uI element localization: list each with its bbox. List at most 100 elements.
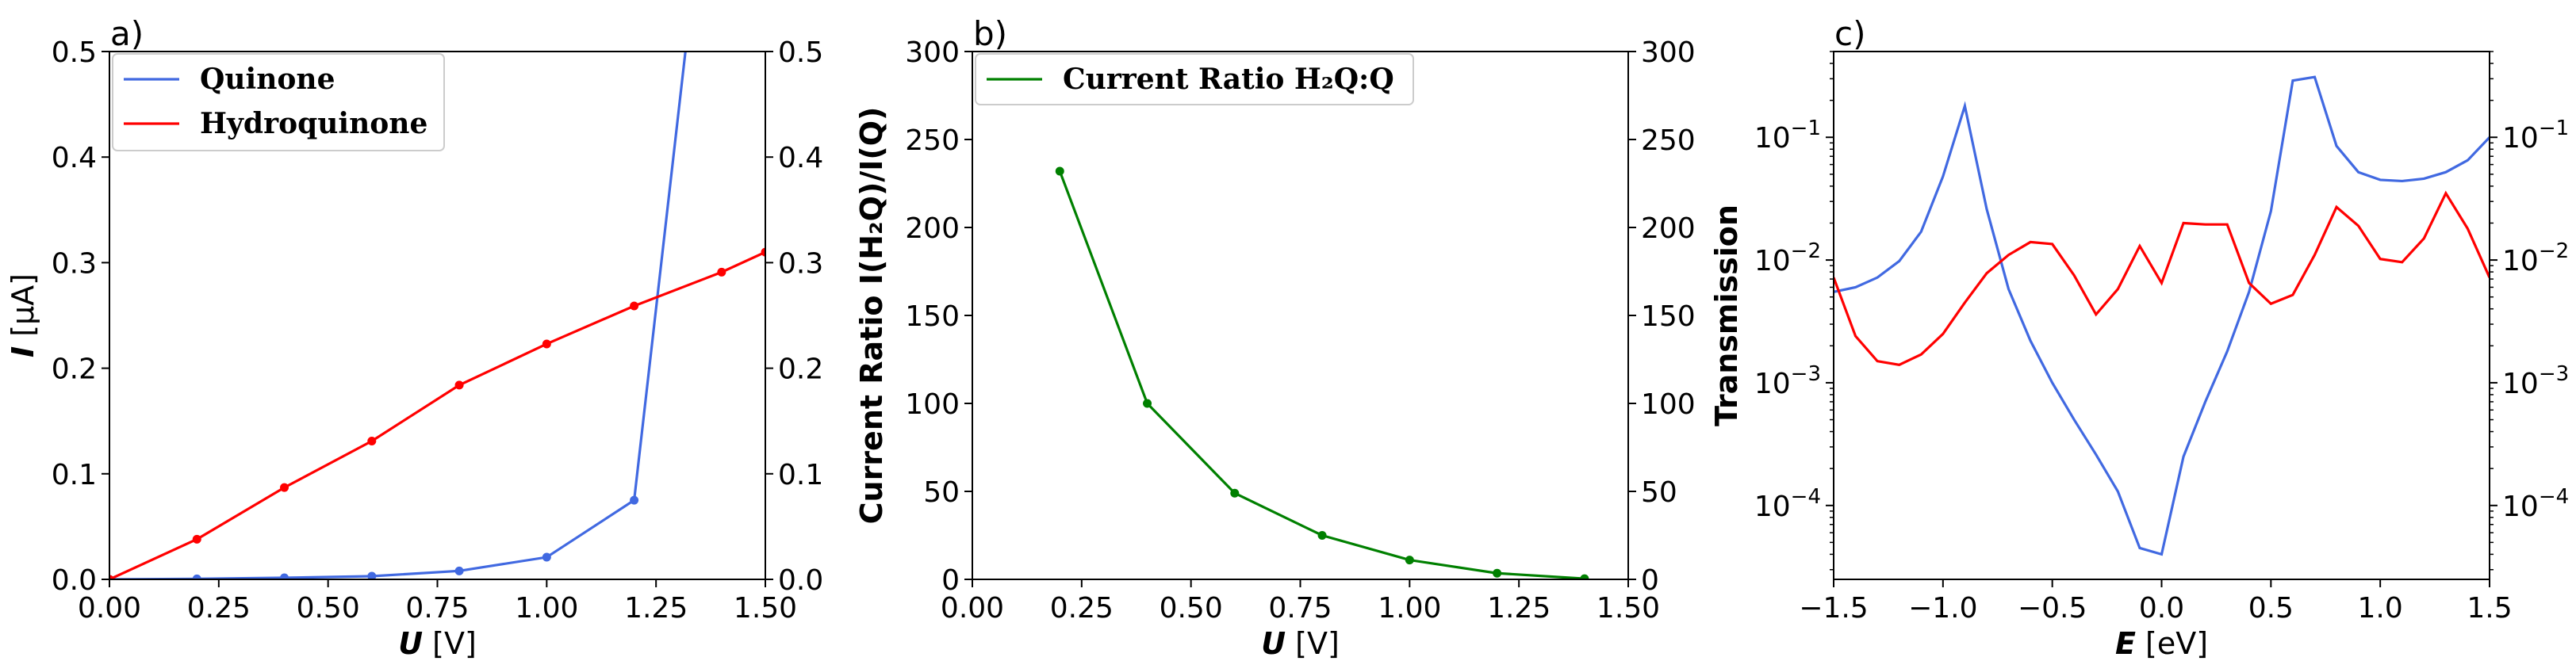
y-tick-label: 0.4 [52, 142, 97, 174]
x-axis-label: U [V] [398, 626, 477, 661]
data-point [542, 339, 551, 349]
panel-label: c) [1834, 14, 1865, 53]
data-point [109, 575, 114, 579]
y-tick-label: 50 [923, 476, 960, 509]
data-point [1230, 488, 1240, 498]
y-tick-label-right: 0.4 [778, 142, 823, 174]
y-tick-label: 300 [905, 36, 960, 69]
x-tick-label: 0.25 [1050, 592, 1114, 625]
y-tick-label-right: 0.0 [778, 564, 823, 597]
data-point [367, 437, 377, 446]
y-tick-label-right: 150 [1641, 300, 1696, 333]
x-axis-label: E [eV] [2115, 626, 2208, 661]
y-tick-label: 10−1 [1754, 117, 1821, 155]
y-tick-label: 250 [905, 124, 960, 157]
x-tick-label: 0.75 [405, 592, 469, 625]
y-tick-label-right: 50 [1641, 476, 1677, 509]
panel-a: 0.00 0.25 0.50 0.75 1.00 1.25 1.500.0 0.00.1 0.1… [6, 14, 823, 661]
data-point [192, 574, 201, 579]
x-tick-label: 1.25 [624, 592, 688, 625]
y-tick-label: 10−2 [1754, 239, 1821, 277]
data-point [1055, 166, 1064, 176]
y-tick-label-right: 10−1 [2502, 117, 2569, 155]
y-tick-label-right: 0.2 [778, 353, 823, 386]
y-tick-label-right: 10−4 [2502, 485, 2569, 523]
x-tick-label: 0.25 [187, 592, 251, 625]
x-tick-label: 1.25 [1487, 592, 1551, 625]
x-tick-label: −1.0 [1908, 592, 1977, 625]
y-tick-label-right: 10−2 [2502, 239, 2569, 277]
y-tick-label: 150 [905, 300, 960, 333]
panel-label: b) [973, 14, 1007, 53]
legend-entry: Current Ratio H₂Q:Q [1063, 63, 1394, 96]
y-axis-label: I [μA] [6, 273, 40, 357]
x-tick-label: 0.50 [297, 592, 360, 625]
data-point [542, 552, 551, 562]
x-tick-label: 1.0 [2358, 592, 2403, 625]
y-tick-label-right: 200 [1641, 212, 1696, 245]
y-tick-label-right: 0.3 [778, 247, 823, 280]
x-tick-label: 1.00 [515, 592, 578, 625]
legend: Current Ratio H₂Q:Q [975, 53, 1414, 105]
panel-c: −1.5 −1.0 −0.5 0.0 0.5 1.0 1.5 10−4 10−4 10−3 10−3… [1709, 14, 2569, 661]
legend-entry: Quinone [200, 63, 335, 96]
data-point [1317, 531, 1327, 540]
series-line-0 [1058, 170, 1585, 579]
data-point [192, 534, 201, 544]
legend: Quinone Hydroquinone [112, 53, 445, 151]
y-tick-label: 0.0 [52, 564, 97, 597]
y-axis-label: Current Ratio I(H₂Q)/I(Q) [854, 107, 889, 525]
series-line-1 [109, 250, 765, 579]
panel-label: a) [110, 14, 144, 53]
y-axis-label: Transmission [1709, 204, 1744, 426]
y-tick-label: 0.2 [52, 353, 97, 386]
x-tick-label: 0.0 [2139, 592, 2184, 625]
y-tick-label-right: 10−3 [2502, 362, 2569, 400]
y-tick-label: 100 [905, 388, 960, 421]
data-point [1405, 556, 1414, 565]
data-point [1580, 574, 1589, 579]
x-tick-label: 0.5 [2248, 592, 2294, 625]
axes-frame [1833, 51, 2490, 580]
series-line-0 [1834, 75, 2490, 556]
data-point [761, 247, 765, 257]
x-tick-label: −0.5 [2018, 592, 2087, 625]
y-tick-label-right: 0 [1641, 564, 1659, 597]
y-tick-label: 0.3 [52, 247, 97, 280]
data-point [630, 495, 639, 505]
data-point [454, 566, 464, 575]
x-tick-label: 1.00 [1378, 592, 1441, 625]
y-tick-label: 200 [905, 212, 960, 245]
x-tick-label: 1.50 [734, 592, 797, 625]
data-point [630, 301, 639, 311]
x-tick-label: 1.5 [2467, 592, 2512, 625]
legend-box [112, 53, 445, 151]
data-point [454, 380, 464, 390]
data-point [280, 573, 289, 579]
y-tick-label-right: 300 [1641, 36, 1696, 69]
series-line-1 [1834, 190, 2490, 366]
y-tick-label-right: 100 [1641, 388, 1696, 421]
x-tick-label: 0.75 [1268, 592, 1332, 625]
data-point [1493, 568, 1502, 578]
axes-frame [972, 51, 1629, 580]
x-axis-label: U [V] [1261, 626, 1340, 661]
x-tick-label: 0.00 [941, 592, 1004, 625]
x-tick-label: 0.00 [78, 592, 141, 625]
x-tick-label: 1.50 [1597, 592, 1660, 625]
legend-box [975, 53, 1414, 105]
data-point [1143, 399, 1152, 408]
y-tick-label: 10−4 [1754, 485, 1821, 523]
y-tick-label-right: 0.1 [778, 459, 823, 491]
legend-entry: Hydroquinone [200, 107, 427, 140]
data-point [280, 483, 289, 492]
x-tick-label: −1.5 [1799, 592, 1868, 625]
y-tick-label-right: 250 [1641, 124, 1696, 157]
y-tick-label: 0.1 [52, 459, 97, 491]
y-tick-label-right: 0.5 [778, 36, 823, 69]
y-tick-label: 0 [941, 564, 960, 597]
x-tick-label: 0.50 [1160, 592, 1223, 625]
y-tick-label: 10−3 [1754, 362, 1821, 400]
